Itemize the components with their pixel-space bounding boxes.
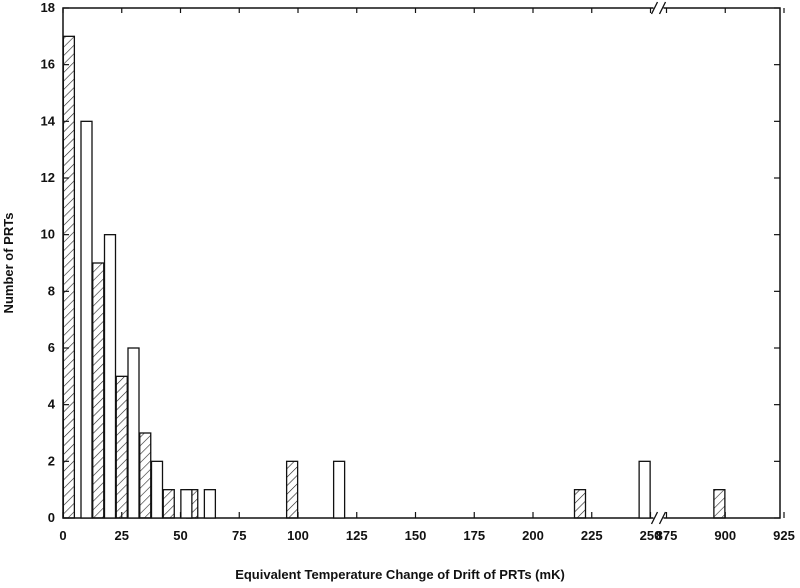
y-tick-label: 16	[41, 57, 55, 72]
bar-hatched	[115, 375, 128, 519]
x-break-mask-top	[653, 3, 664, 13]
x-break-mark	[650, 511, 659, 525]
bar-open	[127, 347, 140, 519]
y-tick-label: 2	[48, 453, 55, 468]
bar-open	[80, 120, 93, 519]
bar-hatched	[162, 489, 175, 519]
x-axis-title: Equivalent Temperature Change of Drift o…	[235, 567, 565, 582]
x-tick-label: 225	[581, 528, 603, 543]
y-tick-label: 14	[41, 113, 56, 128]
x-break-mark	[658, 1, 667, 15]
bar-hatched	[573, 489, 587, 519]
y-tick-label: 10	[41, 227, 55, 242]
y-tick-label: 0	[48, 510, 55, 525]
x-tick-label: 925	[773, 528, 795, 543]
x-tick-label: 125	[346, 528, 368, 543]
x-tick-label: 50	[173, 528, 187, 543]
bar-hatched	[713, 489, 726, 519]
x-tick-label: 875	[656, 528, 678, 543]
x-break-mask-bottom	[653, 513, 664, 523]
x-break-mark	[658, 511, 667, 525]
y-tick-label: 12	[41, 170, 55, 185]
bars	[62, 35, 726, 519]
bar-open	[638, 460, 651, 519]
x-tick-label: 250	[640, 528, 662, 543]
bar-open	[103, 234, 117, 519]
y-tick-label: 18	[41, 0, 55, 15]
x-tick-label: 25	[115, 528, 129, 543]
bar-hatched	[139, 432, 152, 519]
y-axis-title: Number of PRTs	[1, 213, 16, 314]
bar-open	[150, 460, 164, 519]
bar-open	[180, 489, 193, 519]
x-tick-label: 0	[59, 528, 66, 543]
axis-breaks	[650, 1, 667, 525]
bar-open	[332, 460, 346, 519]
x-tick-label: 150	[405, 528, 427, 543]
x-tick-label: 900	[714, 528, 736, 543]
plot-frame	[62, 7, 781, 519]
x-tick-label: 75	[232, 528, 246, 543]
bar-hatched	[285, 460, 299, 519]
bar-hatched	[62, 35, 76, 519]
x-tick-label: 200	[522, 528, 544, 543]
y-tick-label: 4	[48, 397, 56, 412]
bar-open	[203, 489, 217, 519]
y-tick-label: 8	[48, 283, 55, 298]
x-tick-label: 175	[463, 528, 485, 543]
x-tick-label: 100	[287, 528, 309, 543]
y-tick-label: 6	[48, 340, 55, 355]
bar-hatched	[92, 262, 105, 519]
x-break-mark	[650, 1, 659, 15]
